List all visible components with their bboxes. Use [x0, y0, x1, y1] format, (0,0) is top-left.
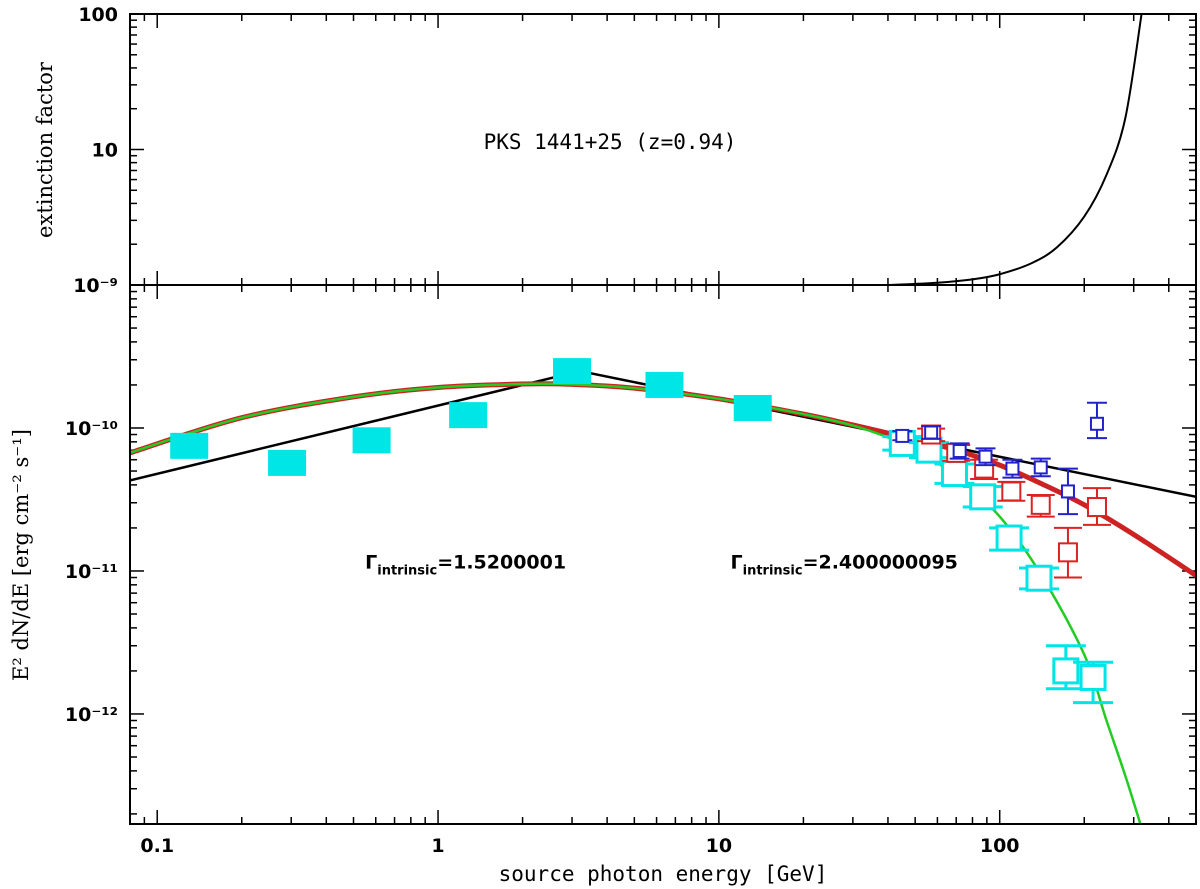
top-y-axis-title: extinction factor — [33, 61, 57, 238]
data-point — [1060, 484, 1075, 499]
bottom-y-tick-label: 10⁻¹² — [65, 704, 118, 726]
x-axis-title: source photon energy [GeV] — [499, 862, 828, 886]
x-tick-label: 10 — [706, 835, 732, 857]
top-y-tick-label: 100 — [78, 4, 118, 26]
bottom-panel-frame — [129, 284, 1197, 825]
top-y-tick-label: 10 — [92, 140, 118, 162]
fermi-data-box — [553, 358, 592, 385]
log-parabola-intrinsic-line — [130, 381, 1196, 578]
gamma-annotation-high: Γintrinsic=2.400000095 — [731, 552, 958, 579]
data-point — [1057, 542, 1078, 563]
data-point — [895, 428, 910, 443]
data-point — [952, 444, 967, 459]
gamma-symbol: Γ — [365, 552, 377, 574]
data-point — [978, 449, 993, 464]
fermi-data-box — [645, 371, 684, 398]
top-y-tick-label: 10⁻⁹ — [73, 275, 118, 297]
fermi-data-box — [352, 427, 391, 454]
data-point — [1030, 494, 1051, 515]
gamma-subscript: intrinsic — [743, 564, 803, 579]
data-point — [969, 483, 997, 511]
data-point — [1086, 497, 1107, 518]
bottom-y-tick-label: 10⁻¹¹ — [65, 561, 118, 583]
gamma-symbol: Γ — [731, 552, 743, 574]
data-point — [1079, 663, 1107, 691]
gamma-subscript: intrinsic — [377, 564, 437, 579]
x-tick-label: 1 — [431, 835, 444, 857]
gamma-value: =2.400000095 — [803, 552, 958, 574]
fermi-data-box — [170, 432, 209, 459]
data-point — [995, 524, 1023, 552]
x-tick-label: 100 — [980, 835, 1020, 857]
data-point — [940, 460, 968, 488]
x-tick-label: 0.1 — [140, 835, 174, 857]
fermi-data-box — [268, 449, 307, 476]
tick-labels: 0.1 1 10 100 10⁻⁹ 10 100 10⁻¹² 10⁻¹¹ 10⁻¹⁰ — [65, 4, 1020, 857]
fermi-data-box — [733, 394, 772, 421]
data-point — [1089, 416, 1104, 431]
fermi-data-box — [449, 402, 488, 429]
data-point — [1025, 564, 1053, 592]
data-point — [1052, 657, 1080, 685]
gamma-annotation-low: Γintrinsic=1.5200001 — [365, 552, 566, 579]
data-point — [1005, 461, 1020, 476]
bottom-y-axis-title: E² dN/dE [erg cm⁻² s⁻¹] — [9, 429, 33, 681]
source-title: PKS 1441+25 (z=0.94) — [484, 130, 737, 154]
gamma-value: =1.5200001 — [437, 552, 566, 574]
data-point — [924, 425, 939, 440]
data-points — [170, 358, 1114, 705]
bottom-y-tick-label: 10⁻¹⁰ — [65, 418, 118, 440]
extinction-curve — [887, 14, 1143, 285]
data-point — [1001, 481, 1022, 502]
data-point — [1033, 460, 1048, 475]
